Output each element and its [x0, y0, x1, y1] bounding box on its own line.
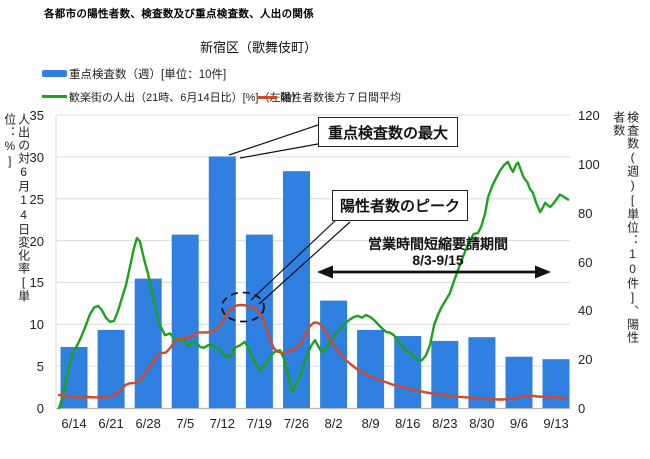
callout-leader-line-3: [250, 218, 338, 301]
period-arrow-left-head: [317, 265, 333, 279]
left-tick-25: 25: [29, 191, 44, 207]
x-tick-9/6: 9/6: [509, 416, 528, 431]
bar-6/28: [134, 278, 162, 408]
bar-8/2: [320, 300, 348, 408]
right-axis-title: 検査数(週)[単位：10件]、陽性者数: [611, 111, 640, 344]
bar-9/13: [542, 359, 570, 408]
bar-8/9: [357, 329, 385, 408]
bar-7/12: [208, 156, 236, 408]
pedestrian-traffic-line: [57, 160, 570, 410]
right-tick-0: 0: [578, 401, 586, 416]
left-tick-15: 15: [29, 275, 44, 291]
legend-green-line-swatch: [42, 95, 67, 98]
callout-leader-line-4: [258, 221, 351, 305]
callout-max-tests: 重点検査数の最大: [318, 117, 458, 147]
left-tick-0: 0: [36, 401, 44, 416]
legend-red-line-label: 陽性者数後方７日間平均: [280, 92, 401, 104]
positives-peak-ellipse: [221, 291, 265, 323]
x-tick-8/2: 8/2: [324, 416, 343, 431]
period-arrow-right-head: [535, 265, 551, 279]
right-tick-80: 80: [578, 205, 593, 221]
positive-cases-line: [57, 303, 568, 401]
x-tick-9/13: 9/13: [543, 416, 569, 431]
right-tick-60: 60: [578, 254, 593, 270]
x-tick-7/5: 7/5: [176, 416, 195, 431]
right-tick-40: 40: [578, 303, 593, 319]
left-tick-5: 5: [36, 359, 44, 375]
x-tick-6/28: 6/28: [135, 416, 161, 431]
legend-bar-label: 重点検査数（週）[単位：10件]: [69, 69, 227, 81]
x-tick-7/12: 7/12: [209, 416, 235, 431]
bar-7/19: [245, 234, 273, 408]
x-tick-6/14: 6/14: [61, 416, 87, 431]
period-label-line2: 8/3-9/15: [412, 252, 464, 268]
callout-leader-line-1: [228, 124, 319, 156]
page-title: 各都市の陽性者数、検査数及び重点検査数、人出の関係: [44, 8, 314, 20]
callout-positives-peak: 陽性者数のピーク: [332, 190, 468, 221]
x-tick-8/23: 8/23: [432, 416, 458, 431]
left-tick-10: 10: [29, 317, 44, 333]
bar-9/6: [505, 356, 533, 408]
left-tick-30: 30: [29, 149, 44, 165]
bar-8/30: [468, 337, 496, 408]
x-tick-6/21: 6/21: [98, 416, 124, 431]
x-tick-8/16: 8/16: [395, 416, 421, 431]
bar-8/16: [394, 336, 422, 408]
legend-bar-swatch: [42, 70, 67, 77]
period-label-line1: 営業時間短縮要請期間: [368, 236, 508, 252]
right-tick-20: 20: [578, 352, 593, 368]
left-tick-20: 20: [29, 233, 44, 249]
x-tick-7/19: 7/19: [246, 416, 273, 431]
legend-red-line-swatch: [257, 96, 277, 99]
chart-subtitle: 新宿区（歌舞伎町）: [200, 40, 318, 55]
bar-7/5: [171, 234, 199, 408]
left-axis-title: 人出の対6月14日変化率[単位：%]: [2, 113, 31, 303]
right-tick-100: 100: [578, 156, 600, 172]
legend-green-line-label: 歓楽街の人出（21時、6月14日比）[%]（左軸）: [69, 92, 303, 104]
bar-6/14: [60, 347, 88, 408]
x-tick-7/26: 7/26: [283, 416, 310, 431]
bar-8/23: [431, 340, 459, 408]
callout-leader-line-2: [239, 143, 319, 159]
right-tick-120: 120: [578, 108, 600, 123]
x-tick-8/30: 8/30: [469, 416, 495, 431]
left-tick-35: 35: [29, 108, 44, 123]
x-tick-8/9: 8/9: [361, 416, 380, 431]
